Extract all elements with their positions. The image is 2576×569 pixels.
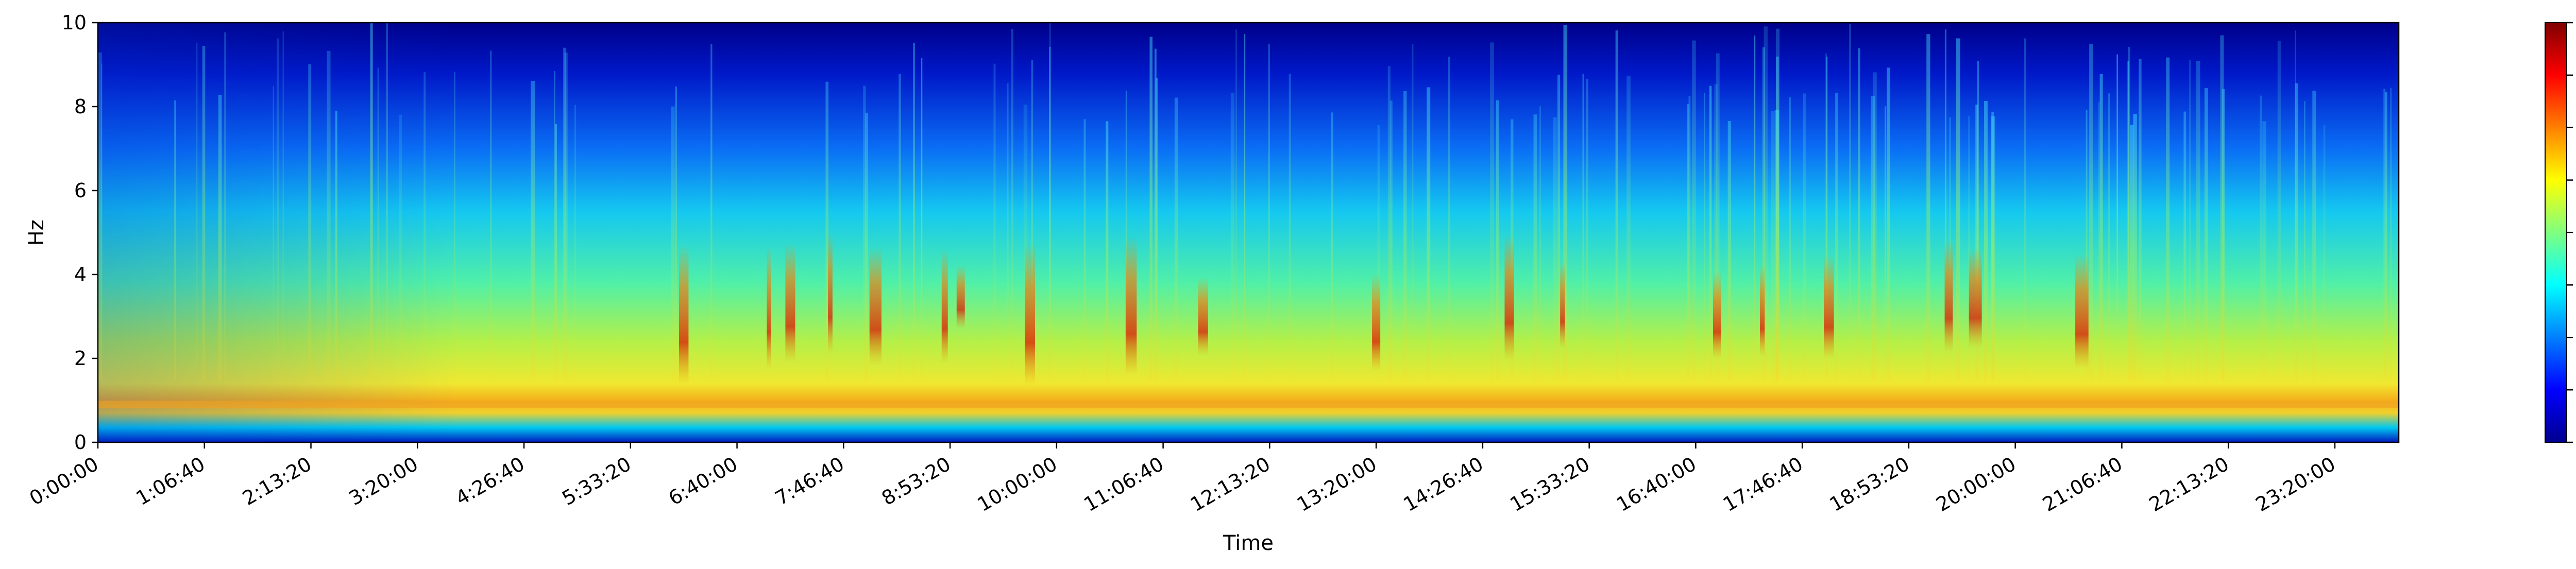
colorbar: +0 dB-10 dB-20 dB-30 dB-40 dB-50 dB-60 d…	[2545, 22, 2573, 443]
x-tick-label: 2:13:20	[239, 453, 315, 510]
y-axis: 0 2 4 6 8 10	[62, 11, 98, 454]
x-tick-label: 15:33:20	[1506, 453, 1594, 516]
energy-bursts	[679, 233, 2089, 386]
x-tick-label: 12:13:20	[1187, 453, 1274, 516]
plot-frame	[97, 22, 2400, 443]
x-tick-label: 20:00:00	[1932, 453, 2020, 516]
vertical-streaks	[98, 23, 2392, 381]
x-tick-label: 5:33:20	[558, 453, 635, 510]
x-tick-label: 13:20:00	[1293, 453, 1381, 516]
x-tick-label: 23:20:00	[2252, 453, 2340, 516]
x-tick-label: 8:53:20	[878, 453, 955, 510]
x-tick-label: 18:53:20	[1826, 453, 1913, 516]
x-axis-label: Time	[1223, 531, 1274, 555]
y-tick-label: 8	[74, 95, 87, 118]
y-tick-label: 0	[74, 431, 87, 454]
x-tick-label: 10:00:00	[974, 453, 1061, 516]
x-tick-label: 22:13:20	[2145, 453, 2233, 516]
spectrogram-image	[98, 23, 2399, 442]
y-tick-label: 4	[74, 263, 87, 286]
y-axis-label: Hz	[25, 219, 48, 246]
y-tick-label: 2	[74, 347, 87, 370]
x-tick-label: 21:06:40	[2039, 453, 2126, 516]
x-tick-label: 6:40:00	[665, 453, 741, 510]
y-tick-label: 10	[62, 11, 87, 34]
x-tick-label: 11:06:40	[1080, 453, 1167, 516]
y-tick-label: 6	[74, 179, 87, 202]
x-axis: 0:00:00 1:06:40 2:13:20 3:20:00 4:26:40 5:33:…	[26, 442, 2340, 516]
x-tick-label: 7:46:40	[771, 453, 848, 510]
x-tick-label: 17:46:40	[1719, 453, 1807, 516]
x-tick-label: 0:00:00	[26, 453, 103, 510]
x-tick-label: 14:26:40	[1400, 453, 1487, 516]
colorbar-bar	[2545, 22, 2567, 443]
x-tick-label: 16:40:00	[1613, 453, 1700, 516]
colorbar-ticks: +0 dB-10 dB-20 dB-30 dB-40 dB-50 dB-60 d…	[2567, 22, 2573, 443]
x-tick-label: 1:06:40	[132, 453, 209, 510]
x-tick-label: 3:20:00	[345, 453, 422, 510]
x-tick-label: 4:26:40	[452, 453, 529, 510]
